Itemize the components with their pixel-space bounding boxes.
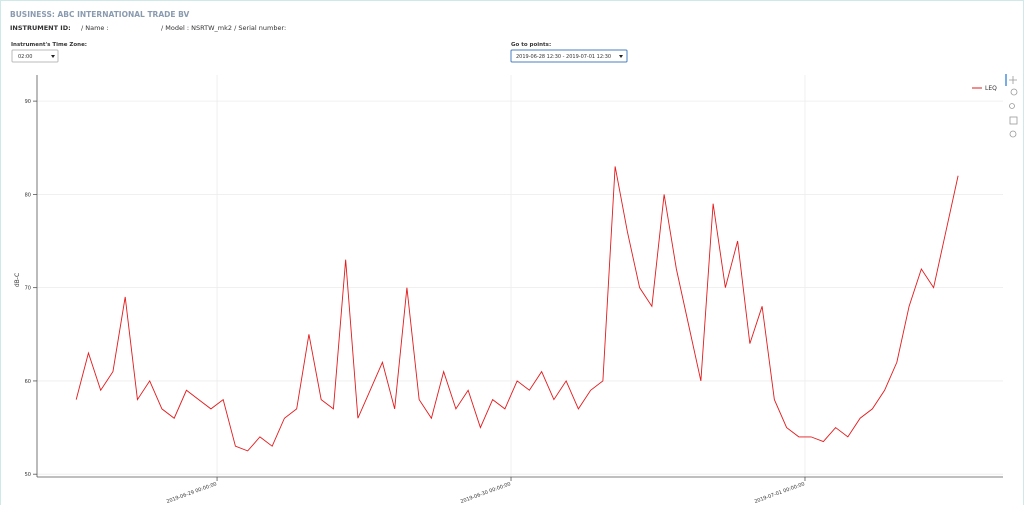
time-zone-select[interactable]: 02:00 — [11, 49, 59, 63]
reset-tool[interactable] — [1009, 130, 1017, 138]
business: BUSINESS: ABC INTERNATIONAL TRADE BV — [10, 10, 190, 19]
select-box — [510, 49, 628, 63]
go-to-value: 2019-06-28 12:30 - 2019-07-01 12:30 — [516, 54, 611, 60]
dropdown-arrow — [51, 55, 55, 58]
toolbar — [1005, 74, 1018, 138]
legend-label: LEQ — [985, 85, 997, 92]
time-zone-value: 02:00 — [18, 54, 32, 60]
x-tick-label: 2019-06-30 00:00:00 — [460, 481, 512, 505]
x-tick-label: 2019-07-01 00:00:00 — [754, 481, 806, 505]
time-zone-label: Instrument's Time Zone: — [11, 42, 87, 48]
save-tool[interactable] — [1009, 116, 1018, 125]
box-zoom-tool[interactable] — [1009, 103, 1015, 109]
select-box — [11, 49, 59, 63]
y-tick-label: 50 — [25, 472, 31, 478]
instrument-model: / Model : NSRTW_mk2 / Serial number: — [161, 24, 286, 32]
data-line — [75, 166, 959, 452]
go-to-label: Go to points: — [511, 42, 551, 48]
go-to-select[interactable]: 2019-06-28 12:30 - 2019-07-01 12:30 — [510, 49, 628, 63]
zoom-tool[interactable] — [1010, 88, 1018, 96]
x-tick-label: 2019-06-29 00:00:00 — [166, 481, 218, 505]
y-axis-label: dB-C — [14, 273, 21, 287]
pan-tool[interactable] — [1009, 76, 1017, 84]
y-tick-label: 70 — [25, 286, 31, 292]
y-tick-label: 80 — [25, 192, 31, 198]
dropdown-arrow — [619, 55, 623, 58]
y-tick-label: 90 — [25, 99, 31, 105]
y-tick-label: 60 — [25, 379, 31, 385]
instrument-name: / Name : — [81, 24, 109, 32]
instrument-id: INSTRUMENT ID: — [10, 24, 71, 32]
